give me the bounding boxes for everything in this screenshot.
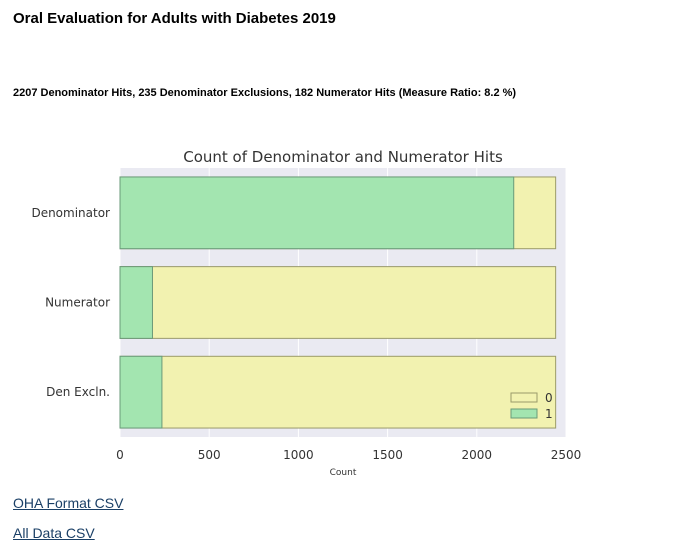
legend-swatch bbox=[510, 392, 538, 403]
bar-series-0 bbox=[119, 266, 557, 339]
all-data-csv-link[interactable]: All Data CSV bbox=[13, 525, 95, 541]
bar-series-1 bbox=[119, 355, 163, 429]
oha-format-csv-link[interactable]: OHA Format CSV bbox=[13, 495, 124, 511]
y-tick-label: Denominator bbox=[31, 206, 110, 220]
legend-label: 0 bbox=[545, 391, 553, 405]
y-tick-label: Numerator bbox=[45, 296, 110, 310]
x-tick-label: 2000 bbox=[462, 448, 493, 462]
x-tick-label: 0 bbox=[116, 448, 124, 462]
legend-label: 1 bbox=[545, 407, 553, 421]
x-tick-label: 1000 bbox=[283, 448, 314, 462]
chart: Count of Denominator and Numerator Hits … bbox=[0, 140, 679, 485]
x-tick-label: 2500 bbox=[551, 448, 582, 462]
x-axis-label: Count bbox=[330, 468, 357, 478]
measure-summary: 2207 Denominator Hits, 235 Denominator E… bbox=[13, 87, 517, 99]
x-tick-label: 1500 bbox=[372, 448, 403, 462]
legend-swatch bbox=[510, 408, 538, 419]
bar-series-0 bbox=[119, 355, 557, 429]
chart-svg: Count of Denominator and Numerator Hits … bbox=[31, 148, 582, 478]
page-title: Oral Evaluation for Adults with Diabetes… bbox=[13, 10, 336, 27]
y-tick-label: Den Excln. bbox=[46, 385, 110, 399]
x-tick-label: 500 bbox=[198, 448, 221, 462]
bar-series-1 bbox=[119, 266, 153, 339]
bar-series-1 bbox=[119, 176, 515, 250]
chart-title: Count of Denominator and Numerator Hits bbox=[183, 148, 503, 166]
